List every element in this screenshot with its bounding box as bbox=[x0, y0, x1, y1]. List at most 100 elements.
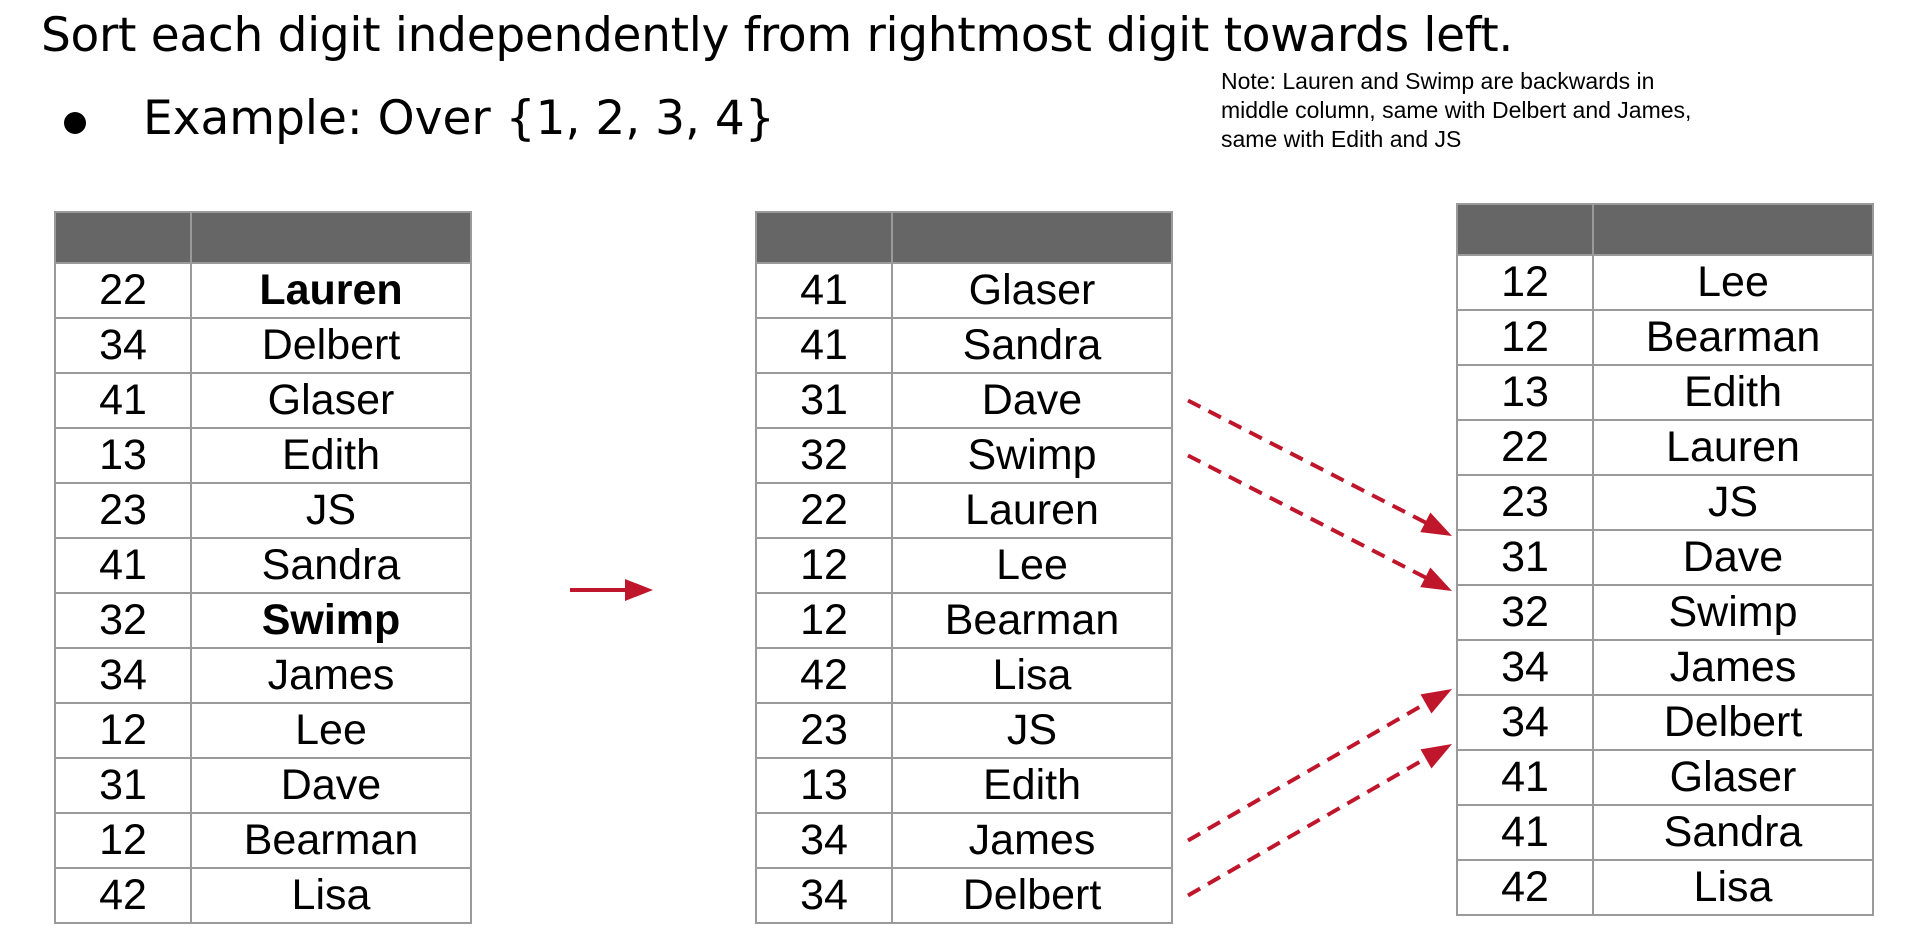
key-cell: 22 bbox=[1456, 419, 1594, 476]
name-cell: Edith bbox=[891, 757, 1173, 814]
name-cell: James bbox=[1592, 639, 1874, 696]
name-cell: Dave bbox=[1592, 529, 1874, 586]
header-cell-key bbox=[1456, 203, 1594, 256]
table-row: 42 Lisa bbox=[755, 647, 1173, 704]
key-cell: 32 bbox=[755, 427, 893, 484]
table-body: 41 Glaser 41 Sandra 31 Dave 32 Swimp 22 Lauren 12 L… bbox=[755, 262, 1173, 924]
table-row: 12 Lee bbox=[1456, 254, 1874, 311]
name-cell: Dave bbox=[891, 372, 1173, 429]
table-row: 41 Glaser bbox=[755, 262, 1173, 319]
dashed-connector-arrowhead bbox=[1420, 512, 1452, 536]
name-cell: Delbert bbox=[891, 867, 1173, 924]
name-cell: Lauren bbox=[190, 262, 472, 319]
table-row: 23 JS bbox=[1456, 474, 1874, 531]
name-cell: Delbert bbox=[190, 317, 472, 374]
table-row: 23 JS bbox=[755, 702, 1173, 759]
key-cell: 31 bbox=[755, 372, 893, 429]
table-row: 23 JS bbox=[54, 482, 472, 539]
dashed-connector-arrow bbox=[1187, 692, 1443, 843]
note-line: Note: Lauren and Swimp are backwards in bbox=[1221, 68, 1655, 94]
key-cell: 12 bbox=[755, 592, 893, 649]
name-cell: Delbert bbox=[1592, 694, 1874, 751]
name-cell: Lisa bbox=[190, 867, 472, 924]
table-header-row bbox=[54, 211, 472, 264]
table-row: 13 Edith bbox=[54, 427, 472, 484]
header-cell-name bbox=[891, 211, 1173, 264]
sorted-table: 12 Lee 12 Bearman 13 Edith 22 Lauren 23 JS 31 Dave 3… bbox=[1456, 203, 1874, 916]
name-cell: Bearman bbox=[190, 812, 472, 869]
table-row: 41 Sandra bbox=[1456, 804, 1874, 861]
table-body: 22 Lauren 34 Delbert 41 Glaser 13 Edith 23 JS 41 Sa… bbox=[54, 262, 472, 924]
key-cell: 22 bbox=[54, 262, 192, 319]
name-cell: JS bbox=[1592, 474, 1874, 531]
name-cell: Lee bbox=[190, 702, 472, 759]
table-row: 22 Lauren bbox=[755, 482, 1173, 539]
key-cell: 23 bbox=[755, 702, 893, 759]
key-cell: 12 bbox=[1456, 309, 1594, 366]
table-row: 22 Lauren bbox=[1456, 419, 1874, 476]
dashed-connector-arrowhead bbox=[1420, 744, 1452, 769]
name-cell: Bearman bbox=[1592, 309, 1874, 366]
table-row: 31 Dave bbox=[1456, 529, 1874, 586]
name-cell: Swimp bbox=[190, 592, 472, 649]
table-row: 42 Lisa bbox=[1456, 859, 1874, 916]
name-cell: JS bbox=[891, 702, 1173, 759]
key-cell: 23 bbox=[54, 482, 192, 539]
dashed-connector-arrow bbox=[1187, 747, 1443, 898]
key-cell: 32 bbox=[54, 592, 192, 649]
key-cell: 41 bbox=[54, 537, 192, 594]
name-cell: Lauren bbox=[1592, 419, 1874, 476]
key-cell: 41 bbox=[755, 262, 893, 319]
name-cell: Edith bbox=[1592, 364, 1874, 421]
table-row: 34 Delbert bbox=[755, 867, 1173, 924]
name-cell: Swimp bbox=[1592, 584, 1874, 641]
name-cell: Dave bbox=[190, 757, 472, 814]
table-row: 34 James bbox=[755, 812, 1173, 869]
name-cell: Glaser bbox=[1592, 749, 1874, 806]
dashed-connector-arrow bbox=[1187, 453, 1443, 588]
key-cell: 13 bbox=[755, 757, 893, 814]
table-row: 41 Sandra bbox=[755, 317, 1173, 374]
name-cell: Lauren bbox=[891, 482, 1173, 539]
table-row: 22 Lauren bbox=[54, 262, 472, 319]
note-line: middle column, same with Delbert and Jam… bbox=[1221, 97, 1692, 123]
table-row: 12 Bearman bbox=[1456, 309, 1874, 366]
table-row: 34 Delbert bbox=[1456, 694, 1874, 751]
key-cell: 34 bbox=[1456, 639, 1594, 696]
name-cell: Lee bbox=[891, 537, 1173, 594]
name-cell: Lee bbox=[1592, 254, 1874, 311]
key-cell: 42 bbox=[755, 647, 893, 704]
key-cell: 41 bbox=[54, 372, 192, 429]
table-header-row bbox=[755, 211, 1173, 264]
table-row: 42 Lisa bbox=[54, 867, 472, 924]
name-cell: JS bbox=[190, 482, 472, 539]
table-row: 12 Lee bbox=[755, 537, 1173, 594]
key-cell: 12 bbox=[755, 537, 893, 594]
table-row: 34 James bbox=[54, 647, 472, 704]
name-cell: Lisa bbox=[1592, 859, 1874, 916]
key-cell: 34 bbox=[54, 317, 192, 374]
name-cell: Sandra bbox=[190, 537, 472, 594]
table-row: 41 Glaser bbox=[1456, 749, 1874, 806]
name-cell: Swimp bbox=[891, 427, 1173, 484]
key-cell: 31 bbox=[54, 757, 192, 814]
key-cell: 42 bbox=[1456, 859, 1594, 916]
name-cell: Edith bbox=[190, 427, 472, 484]
dashed-connector-arrowhead bbox=[1420, 689, 1452, 714]
table-row: 32 Swimp bbox=[755, 427, 1173, 484]
note-text: Note: Lauren and Swimp are backwards in … bbox=[1221, 67, 1781, 154]
table-header-row bbox=[1456, 203, 1874, 256]
table-row: 32 Swimp bbox=[54, 592, 472, 649]
key-cell: 22 bbox=[755, 482, 893, 539]
key-cell: 12 bbox=[54, 812, 192, 869]
note-line: same with Edith and JS bbox=[1221, 126, 1462, 152]
unsorted-table: 22 Lauren 34 Delbert 41 Glaser 13 Edith 23 JS 41 Sa… bbox=[54, 211, 472, 924]
name-cell: Glaser bbox=[891, 262, 1173, 319]
key-cell: 32 bbox=[1456, 584, 1594, 641]
table-row: 31 Dave bbox=[755, 372, 1173, 429]
name-cell: James bbox=[891, 812, 1173, 869]
key-cell: 41 bbox=[1456, 804, 1594, 861]
key-cell: 12 bbox=[1456, 254, 1594, 311]
table-row: 12 Lee bbox=[54, 702, 472, 759]
dashed-connector-arrows bbox=[1187, 398, 1452, 898]
